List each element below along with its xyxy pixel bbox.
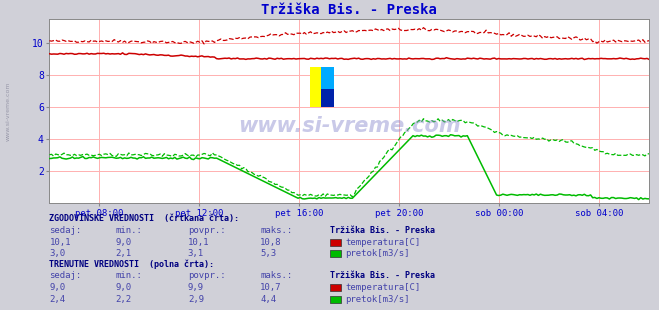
Text: 10,7: 10,7 (260, 283, 282, 292)
Text: 2,2: 2,2 (115, 294, 131, 304)
Text: 3,0: 3,0 (49, 249, 65, 258)
Text: 2,9: 2,9 (188, 294, 204, 304)
Text: 10,1: 10,1 (49, 238, 71, 247)
Text: pretok[m3/s]: pretok[m3/s] (345, 249, 410, 258)
Text: temperatura[C]: temperatura[C] (345, 283, 420, 292)
Title: Tržiška Bis. - Preska: Tržiška Bis. - Preska (262, 3, 437, 17)
Text: povpr.:: povpr.: (188, 271, 225, 281)
Text: TRENUTNE VREDNOSTI  (polna črta):: TRENUTNE VREDNOSTI (polna črta): (49, 259, 214, 269)
Text: maks.:: maks.: (260, 271, 293, 281)
Text: 9,0: 9,0 (115, 238, 131, 247)
Text: pretok[m3/s]: pretok[m3/s] (345, 294, 410, 304)
Text: 9,0: 9,0 (115, 283, 131, 292)
Text: 10,8: 10,8 (260, 238, 282, 247)
Text: sedaj:: sedaj: (49, 271, 82, 281)
Bar (321, 67, 334, 89)
Text: povpr.:: povpr.: (188, 226, 225, 236)
Text: 2,4: 2,4 (49, 294, 65, 304)
Text: Tržiška Bis. - Preska: Tržiška Bis. - Preska (330, 226, 434, 236)
Text: 2,1: 2,1 (115, 249, 131, 258)
Text: 4,4: 4,4 (260, 294, 276, 304)
Text: 9,0: 9,0 (49, 283, 65, 292)
Bar (310, 67, 324, 107)
Text: ZGODOVINSKE VREDNOSTI  (črtkana črta):: ZGODOVINSKE VREDNOSTI (črtkana črta): (49, 214, 239, 223)
Text: www.si-vreme.com: www.si-vreme.com (5, 82, 11, 141)
Text: min.:: min.: (115, 271, 142, 281)
Bar (321, 89, 334, 107)
Text: 9,9: 9,9 (188, 283, 204, 292)
Text: temperatura[C]: temperatura[C] (345, 238, 420, 247)
Text: maks.:: maks.: (260, 226, 293, 236)
Text: 10,1: 10,1 (188, 238, 210, 247)
Text: min.:: min.: (115, 226, 142, 236)
Text: Tržiška Bis. - Preska: Tržiška Bis. - Preska (330, 271, 434, 281)
Text: sedaj:: sedaj: (49, 226, 82, 236)
Text: www.si-vreme.com: www.si-vreme.com (238, 116, 461, 135)
Text: 5,3: 5,3 (260, 249, 276, 258)
Text: 3,1: 3,1 (188, 249, 204, 258)
